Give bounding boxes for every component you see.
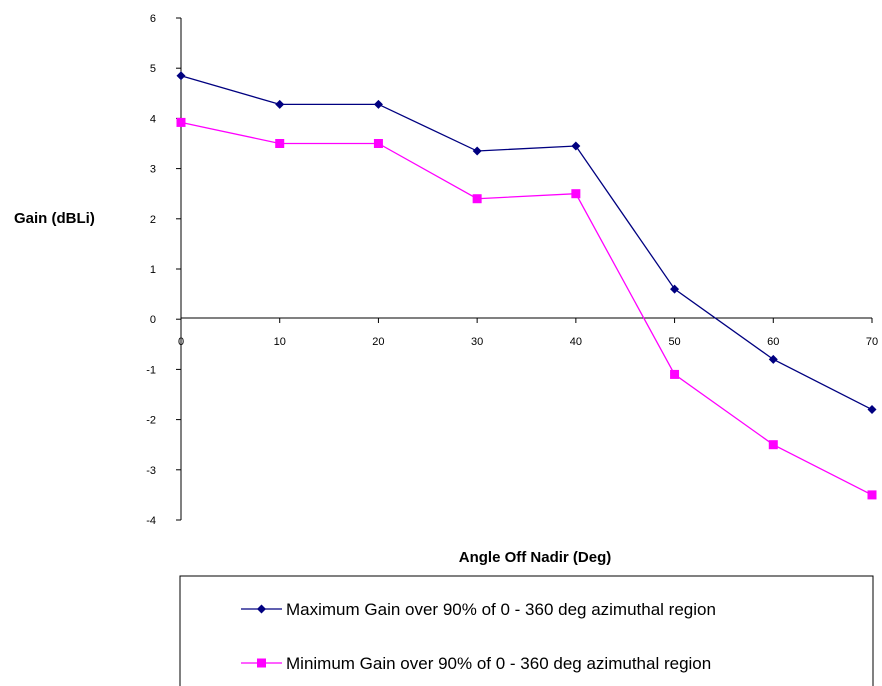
series-minimum-gain bbox=[176, 117, 877, 500]
data-point bbox=[571, 189, 581, 199]
x-axis-ticks: 0 10 20 30 40 50 60 70 bbox=[178, 318, 878, 348]
legend: Maximum Gain over 90% of 0 - 360 deg azi… bbox=[179, 575, 874, 686]
data-point bbox=[571, 141, 581, 151]
y-tick-label: 0 bbox=[150, 314, 156, 326]
y-axis-title: Gain (dBLi) bbox=[14, 210, 95, 227]
series-line bbox=[180, 75, 873, 411]
data-point bbox=[867, 405, 877, 415]
y-tick-label: 5 bbox=[150, 63, 156, 75]
data-point bbox=[373, 139, 383, 148]
series-layer bbox=[176, 71, 877, 500]
legend-label: Minimum Gain over 90% of 0 - 360 deg azi… bbox=[286, 654, 711, 673]
y-tick-label: 1 bbox=[150, 264, 156, 276]
series-maximum-gain bbox=[176, 71, 877, 415]
x-tick-label: 10 bbox=[274, 336, 286, 348]
x-tick-label: 0 bbox=[178, 336, 184, 348]
data-point bbox=[472, 146, 482, 156]
data-point bbox=[275, 139, 285, 148]
series-line bbox=[180, 121, 873, 496]
y-tick-label: 3 bbox=[150, 164, 156, 176]
y-tick-label: -1 bbox=[146, 364, 156, 376]
data-point bbox=[373, 99, 383, 109]
legend-marker bbox=[257, 604, 266, 614]
x-tick-label: 30 bbox=[471, 336, 483, 348]
data-point bbox=[768, 354, 778, 364]
legend-box bbox=[179, 575, 874, 686]
y-tick-label: 2 bbox=[150, 214, 156, 226]
x-tick-label: 60 bbox=[767, 336, 779, 348]
legend-label: Maximum Gain over 90% of 0 - 360 deg azi… bbox=[286, 600, 716, 619]
legend-entry: Maximum Gain over 90% of 0 - 360 deg azi… bbox=[241, 600, 716, 619]
y-tick-label: -4 bbox=[146, 515, 156, 527]
y-tick-label: -2 bbox=[146, 415, 156, 427]
data-point bbox=[176, 71, 186, 81]
legend-entry: Minimum Gain over 90% of 0 - 360 deg azi… bbox=[241, 654, 711, 673]
y-axis-ticks: 6 5 4 3 2 1 0 -1 -2 -3 -4 bbox=[146, 13, 181, 527]
data-point bbox=[768, 440, 778, 450]
x-tick-label: 50 bbox=[668, 336, 680, 348]
data-point bbox=[670, 369, 680, 379]
x-tick-label: 20 bbox=[372, 336, 384, 348]
y-tick-label: -3 bbox=[146, 465, 156, 477]
x-axis-title: Angle Off Nadir (Deg) bbox=[459, 549, 612, 566]
data-point bbox=[670, 284, 680, 294]
y-tick-label: 6 bbox=[150, 13, 156, 25]
data-point bbox=[867, 490, 877, 500]
legend-marker bbox=[257, 658, 266, 668]
data-point bbox=[275, 99, 285, 109]
x-tick-label: 40 bbox=[570, 336, 582, 348]
x-tick-label: 70 bbox=[866, 336, 878, 348]
data-point bbox=[176, 117, 186, 127]
legend-entries: Maximum Gain over 90% of 0 - 360 deg azi… bbox=[241, 600, 716, 673]
data-point bbox=[472, 194, 482, 204]
y-tick-label: 4 bbox=[150, 113, 156, 125]
